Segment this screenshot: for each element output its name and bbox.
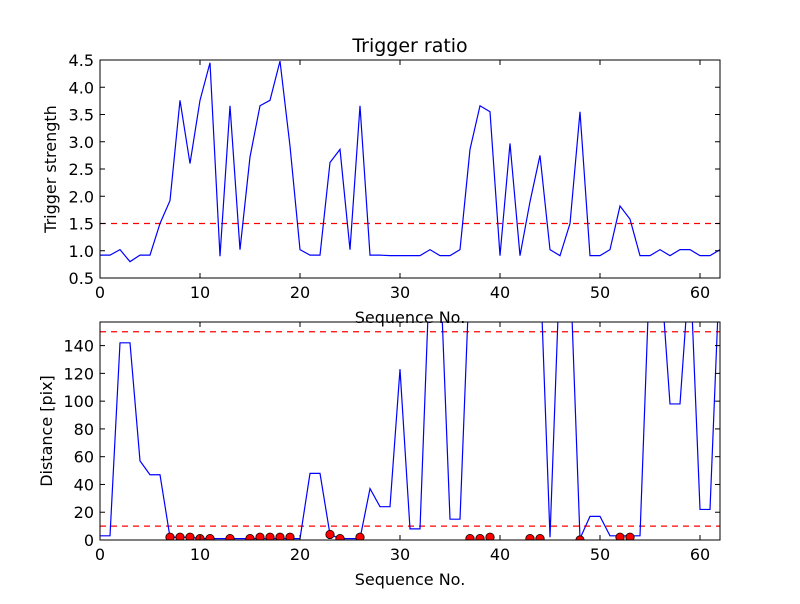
y-tick-label: 100 [63,392,94,411]
y-tick-label: 140 [63,337,94,356]
series-line [100,60,720,263]
x-axis-ticks: 0 10 20 30 40 50 60 [95,60,710,302]
y-tick-label: 2.5 [69,160,94,179]
data-point-marker [285,532,295,540]
x-axis-ticks: 0 10 20 30 40 50 60 [95,322,710,564]
data-point-marker [245,534,255,540]
x-tick-label: 50 [590,283,610,302]
x-tick-label: 20 [290,545,310,564]
data-point-marker [185,532,195,540]
y-tick-label: 120 [63,364,94,383]
y-tick-label: 1.5 [69,215,94,234]
x-tick-label: 10 [190,283,210,302]
y-axis-ticks: 0 20 40 60 80 100 120 140 [63,337,720,550]
x-tick-label: 40 [490,283,510,302]
y-tick-label: 4.0 [69,78,94,97]
data-point-marker [255,532,265,540]
data-point-marker [175,532,185,540]
x-tick-label: 20 [290,283,310,302]
y-tick-label: 2.0 [69,187,94,206]
series-group [100,322,719,540]
data-point-marker [355,532,365,540]
y-axis-label: Trigger strength [41,105,60,234]
y-tick-label: 80 [74,420,94,439]
data-point-marker [535,534,545,540]
x-tick-label: 50 [590,545,610,564]
data-point-marker [205,534,215,540]
y-tick-label: 3.5 [69,106,94,125]
data-point-marker [475,534,485,540]
data-point-marker [335,534,345,540]
data-point-marker [325,529,335,540]
data-point-marker [625,532,635,540]
series-group [100,60,720,263]
y-tick-label: 1.0 [69,242,94,261]
x-tick-label: 0 [95,545,105,564]
y-axis-ticks: 0.5 1.0 1.5 2.0 2.5 3.0 3.5 4.0 4.5 [69,51,720,288]
y-tick-label: 0 [84,531,94,550]
x-axis-label: Sequence No. [355,308,466,327]
data-point-marker [465,534,475,540]
data-point-marker [615,532,625,540]
data-point-marker [525,534,535,540]
y-tick-label: 40 [74,475,94,494]
trigger-ratio-chart: Trigger ratio 0 10 20 30 40 50 60 0.5 1.0 1.5 2.0… [41,35,721,327]
distance-chart: 0 10 20 30 40 50 60 0 20 40 60 80 100 120 140 Sequenc… [37,321,721,589]
x-tick-label: 0 [95,283,105,302]
x-tick-label: 60 [690,545,710,564]
y-tick-label: 60 [74,448,94,467]
x-tick-label: 30 [390,283,410,302]
x-axis-label: Sequence No. [355,570,466,589]
data-point-marker [275,532,285,540]
y-tick-label: 3.0 [69,133,94,152]
data-point-marker [165,532,175,540]
x-tick-label: 30 [390,545,410,564]
data-point-marker [485,532,495,540]
plot-frame [99,321,721,541]
y-axis-label: Distance [pix] [37,375,56,487]
x-tick-label: 10 [190,545,210,564]
y-tick-label: 0.5 [69,269,94,288]
data-point-marker [265,532,275,540]
data-point-marker [225,534,235,540]
x-tick-label: 40 [490,545,510,564]
x-tick-label: 60 [690,283,710,302]
y-tick-label: 4.5 [69,51,94,70]
y-tick-label: 20 [74,503,94,522]
chart-title: Trigger ratio [351,35,467,57]
